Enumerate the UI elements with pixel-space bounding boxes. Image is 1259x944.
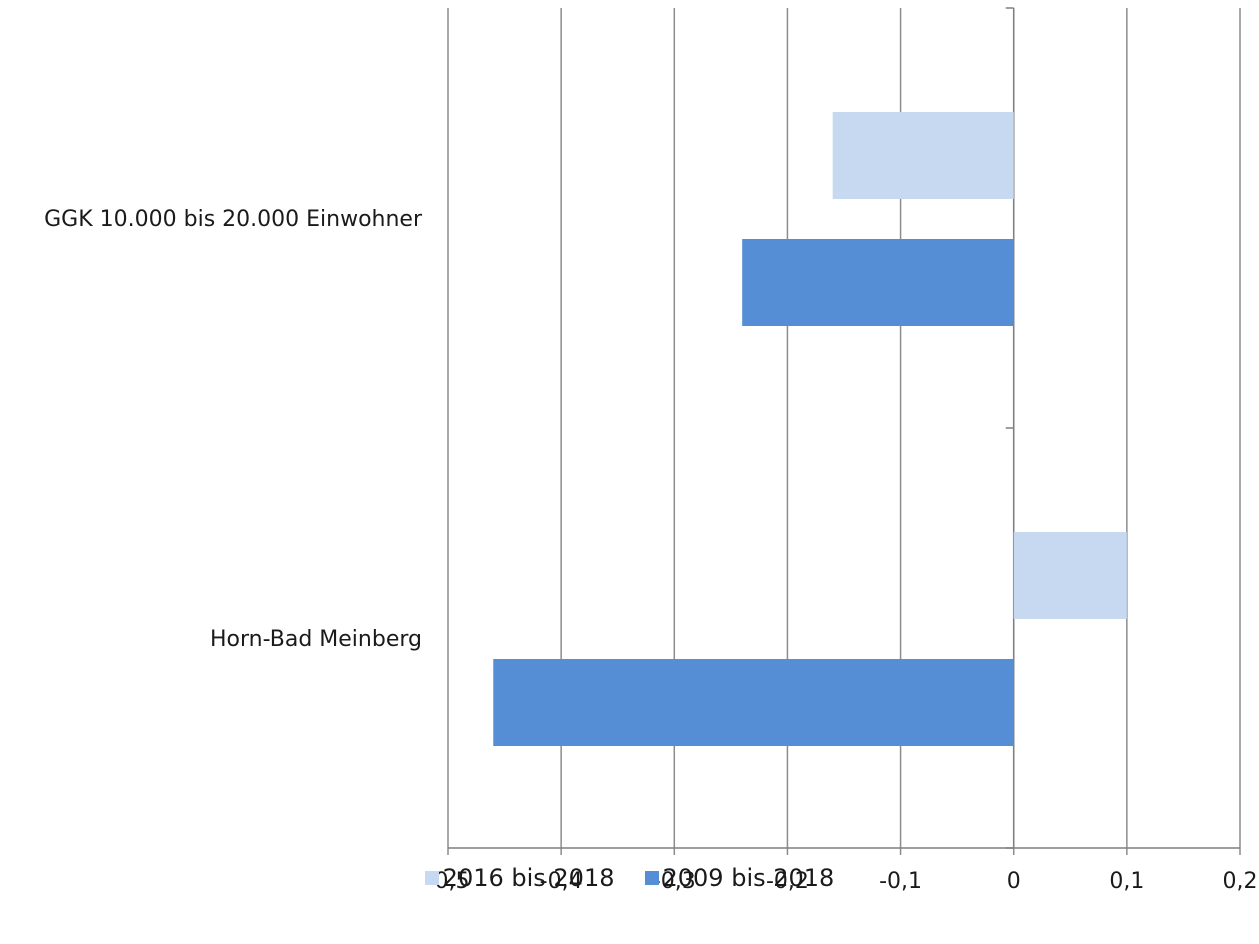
legend-swatch-series-1 — [424, 871, 439, 885]
x-tick-label-1: -0,4 — [540, 869, 583, 894]
bar-1-2 — [1013, 532, 1127, 619]
legend-label-series-2: 2009 bis 2018 — [662, 864, 835, 892]
legend-label-series-1: 2016 bis 2018 — [442, 864, 615, 892]
legend-swatch-series-2 — [644, 871, 659, 885]
x-tick-labels: -0,5 -0,4 -0,3 -0,2 -0,1 0 0,1 0,2 — [427, 869, 1258, 894]
bars — [493, 112, 1127, 746]
bar-2-2 — [493, 659, 1014, 746]
x-tick-label-4: -0,1 — [879, 869, 922, 894]
category-label-1: GGK 10.000 bis 20.000 Einwohner — [44, 207, 423, 232]
category-labels: GGK 10.000 bis 20.000 Einwohner Horn-Bad … — [44, 207, 423, 652]
legend-item-series-1: 2016 bis 2018 — [424, 864, 615, 892]
x-tick-label-5: 0 — [1007, 869, 1021, 894]
x-tick-label-7: 0,2 — [1223, 869, 1258, 894]
bar-1-1 — [832, 112, 1014, 199]
legend: 2016 bis 2018 2009 bis 2018 — [0, 864, 1259, 892]
legend-item-series-2: 2009 bis 2018 — [644, 864, 835, 892]
category-label-2: Horn-Bad Meinberg — [210, 627, 422, 652]
x-tick-label-6: 0,1 — [1109, 869, 1144, 894]
x-tick-label-3: -0,2 — [766, 869, 809, 894]
bar-2-1 — [742, 239, 1014, 326]
x-tick-label-2: -0,3 — [653, 869, 696, 894]
